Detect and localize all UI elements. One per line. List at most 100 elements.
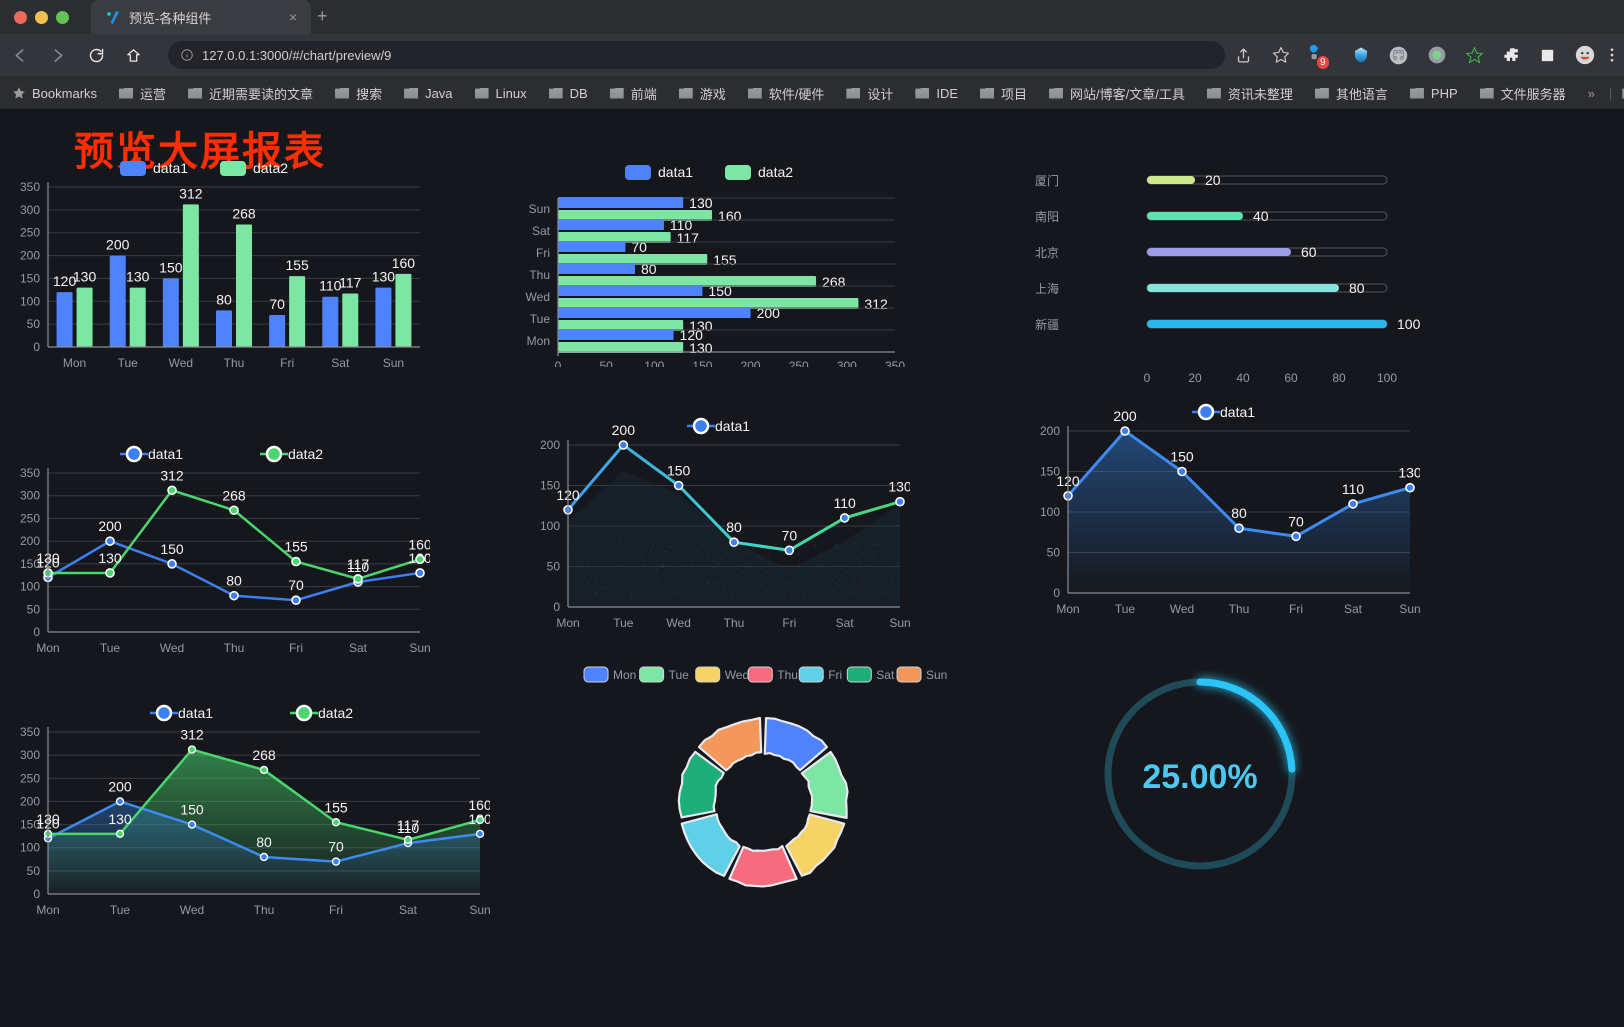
svg-text:200: 200 <box>20 249 40 263</box>
svg-text:350: 350 <box>20 725 40 739</box>
svg-text:80: 80 <box>256 834 272 850</box>
svg-text:Mon: Mon <box>527 334 550 348</box>
svg-text:200: 200 <box>540 438 560 452</box>
svg-text:155: 155 <box>324 799 348 815</box>
svg-text:data1: data1 <box>1220 404 1255 420</box>
svg-text:Thu: Thu <box>529 268 550 282</box>
svg-text:Sun: Sun <box>926 668 947 682</box>
svg-text:200: 200 <box>741 359 761 367</box>
svg-text:Tue: Tue <box>100 641 121 655</box>
svg-text:Thu: Thu <box>224 356 245 370</box>
svg-text:200: 200 <box>108 778 132 794</box>
svg-text:Tue: Tue <box>669 668 690 682</box>
svg-text:新疆: 新疆 <box>1035 317 1059 332</box>
svg-text:50: 50 <box>1047 546 1061 560</box>
svg-text:50: 50 <box>27 864 41 878</box>
svg-text:350: 350 <box>20 466 40 480</box>
svg-text:110: 110 <box>1342 481 1365 497</box>
svg-text:Mon: Mon <box>63 356 86 370</box>
svg-text:Tue: Tue <box>110 903 131 917</box>
svg-text:250: 250 <box>20 226 40 240</box>
svg-text:data1: data1 <box>178 705 213 721</box>
svg-text:data1: data1 <box>715 418 750 434</box>
svg-text:Thu: Thu <box>254 903 275 917</box>
svg-text:70: 70 <box>1288 513 1304 529</box>
svg-text:0: 0 <box>1144 371 1151 385</box>
svg-text:Mon: Mon <box>1056 602 1079 616</box>
svg-text:130: 130 <box>98 550 122 566</box>
svg-text:117: 117 <box>347 556 370 572</box>
svg-text:Wed: Wed <box>160 641 184 655</box>
svg-text:厦门: 厦门 <box>1035 173 1059 188</box>
svg-text:Mon: Mon <box>36 903 59 917</box>
svg-text:60: 60 <box>1284 371 1298 385</box>
svg-text:160: 160 <box>392 255 416 271</box>
svg-text:160: 160 <box>718 208 742 224</box>
svg-text:Mon: Mon <box>613 668 636 682</box>
svg-text:50: 50 <box>27 602 41 616</box>
svg-text:Sat: Sat <box>331 356 350 370</box>
svg-text:20: 20 <box>1188 371 1202 385</box>
svg-text:data2: data2 <box>758 164 793 180</box>
svg-text:268: 268 <box>222 487 246 503</box>
svg-text:Sat: Sat <box>532 224 551 238</box>
svg-text:200: 200 <box>1040 424 1060 438</box>
svg-text:130: 130 <box>126 269 150 285</box>
svg-text:Mon: Mon <box>36 641 59 655</box>
svg-text:Thu: Thu <box>777 668 798 682</box>
svg-text:Tue: Tue <box>530 312 551 326</box>
svg-text:data2: data2 <box>253 160 288 176</box>
svg-text:70: 70 <box>782 527 798 543</box>
svg-text:100: 100 <box>1397 316 1421 332</box>
svg-text:Fri: Fri <box>329 903 343 917</box>
svg-text:130: 130 <box>73 269 97 285</box>
svg-text:50: 50 <box>27 317 41 331</box>
svg-text:350: 350 <box>20 180 40 194</box>
svg-text:117: 117 <box>339 275 362 291</box>
svg-text:130: 130 <box>689 195 713 211</box>
svg-text:Fri: Fri <box>828 668 842 682</box>
svg-text:70: 70 <box>269 296 285 312</box>
svg-text:117: 117 <box>397 817 420 833</box>
svg-text:80: 80 <box>1231 505 1247 521</box>
svg-text:南阳: 南阳 <box>1035 209 1059 224</box>
svg-text:Sun: Sun <box>529 202 550 216</box>
svg-text:200: 200 <box>612 422 636 438</box>
svg-text:100: 100 <box>20 841 40 855</box>
svg-text:80: 80 <box>641 261 657 277</box>
svg-text:300: 300 <box>20 203 40 217</box>
svg-text:Sun: Sun <box>1399 602 1420 616</box>
svg-text:200: 200 <box>106 237 130 253</box>
svg-text:Fri: Fri <box>1289 602 1303 616</box>
svg-text:Tue: Tue <box>1115 602 1136 616</box>
svg-text:Sat: Sat <box>1344 602 1363 616</box>
svg-text:Wed: Wed <box>169 356 193 370</box>
svg-text:80: 80 <box>226 573 242 589</box>
svg-text:70: 70 <box>288 577 304 593</box>
svg-text:150: 150 <box>160 541 184 557</box>
svg-text:117: 117 <box>677 230 700 246</box>
svg-text:Sat: Sat <box>876 668 895 682</box>
svg-text:312: 312 <box>160 467 184 483</box>
svg-text:155: 155 <box>284 539 308 555</box>
svg-text:100: 100 <box>1377 371 1397 385</box>
svg-text:100: 100 <box>540 519 560 533</box>
svg-text:312: 312 <box>179 185 203 201</box>
svg-text:Sat: Sat <box>399 903 418 917</box>
svg-text:50: 50 <box>599 359 613 367</box>
svg-text:北京: 北京 <box>1035 246 1059 260</box>
svg-text:250: 250 <box>20 771 40 785</box>
svg-text:上海: 上海 <box>1035 281 1059 296</box>
svg-text:data1: data1 <box>658 164 693 180</box>
svg-text:300: 300 <box>837 359 857 367</box>
svg-text:data1: data1 <box>153 160 188 176</box>
svg-text:150: 150 <box>667 463 691 479</box>
svg-text:Wed: Wed <box>180 903 204 917</box>
svg-text:Tue: Tue <box>118 356 139 370</box>
svg-text:300: 300 <box>20 748 40 762</box>
svg-text:150: 150 <box>159 259 183 275</box>
svg-text:268: 268 <box>232 205 256 221</box>
svg-text:160: 160 <box>408 536 430 552</box>
svg-text:80: 80 <box>1349 280 1365 296</box>
svg-text:data1: data1 <box>148 446 183 462</box>
